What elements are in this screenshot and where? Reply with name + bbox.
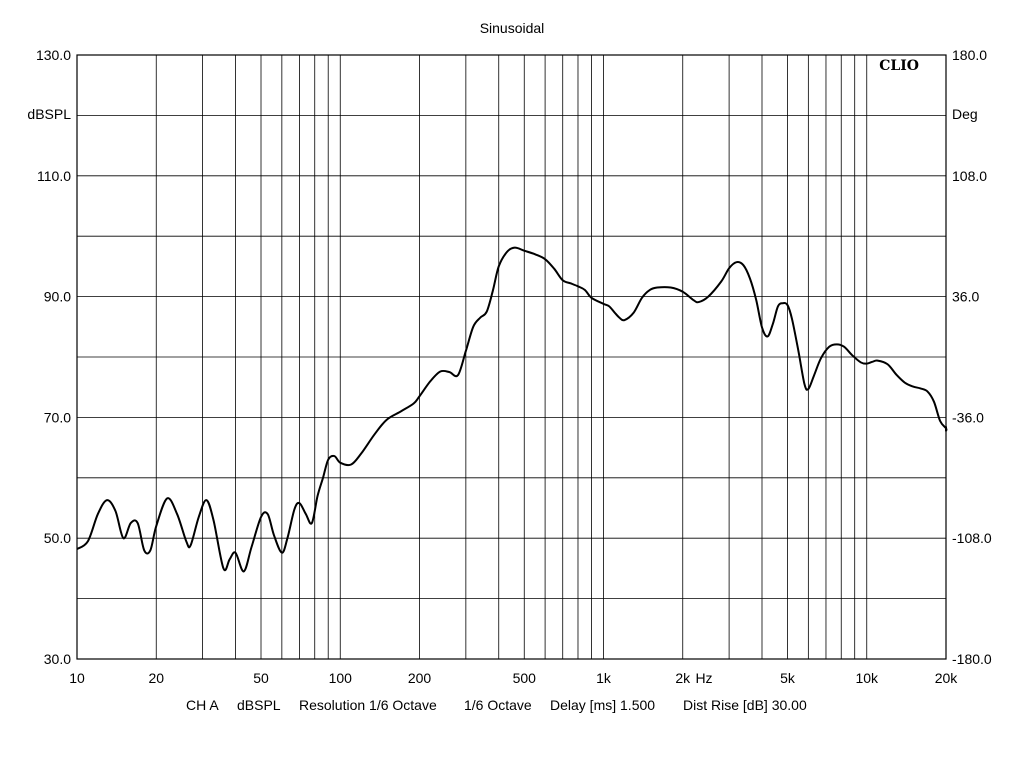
y-tick-label: 110.0 (37, 168, 71, 184)
x-tick-label: 50 (253, 670, 269, 686)
x-tick-label: 20 (148, 670, 164, 686)
y2-tick-label: -180.0 (952, 651, 992, 667)
x-tick-label: 500 (513, 670, 537, 686)
footer-unit: dBSPL (237, 697, 281, 713)
x-tick-label: 200 (408, 670, 432, 686)
tick-labels: 10 20 50 100 200 500 1k 2k 5k 10k 20k 130.0 110.0 90.… (36, 47, 992, 686)
footer-channel: CH A (186, 697, 219, 713)
y2-tick-label: -108.0 (952, 530, 992, 546)
clio-logo-text: CLIO (879, 58, 919, 74)
x-unit-label: Hz (695, 670, 712, 686)
series-line-0 (76, 246, 948, 573)
y-tick-label: 30.0 (44, 651, 71, 667)
y-axis-label: dBSPL (27, 106, 71, 122)
y-tick-label: 50.0 (44, 530, 71, 546)
x-tick-label: 100 (329, 670, 353, 686)
grid (77, 55, 946, 659)
footer-smoothing: 1/6 Octave (464, 697, 532, 713)
chart-title: Sinusoidal (480, 20, 545, 36)
x-tick-label: 10 (69, 670, 85, 686)
y-tick-label: 70.0 (44, 409, 71, 425)
y-tick-label: 90.0 (44, 289, 71, 305)
footer-info: CH A dBSPL Resolution 1/6 Octave 1/6 Oct… (186, 697, 807, 713)
footer-dist-rise: Dist Rise [dB] 30.00 (683, 697, 807, 713)
y2-axis-label: Deg (952, 106, 978, 122)
y2-tick-label: 36.0 (952, 289, 979, 305)
series-group (76, 246, 948, 573)
y2-tick-label: 180.0 (952, 47, 987, 63)
y-tick-label: 130.0 (36, 47, 71, 63)
x-tick-label: 10k (855, 670, 879, 686)
footer-resolution: Resolution 1/6 Octave (299, 697, 437, 713)
footer-delay: Delay [ms] 1.500 (550, 697, 655, 713)
plot-frame (76, 54, 947, 660)
y2-tick-label: -36.0 (952, 409, 984, 425)
x-tick-label: 20k (935, 670, 959, 686)
x-tick-label: 2k (675, 670, 691, 686)
x-tick-label: 1k (596, 670, 612, 686)
y2-tick-label: 108.0 (952, 168, 987, 184)
x-tick-label: 5k (780, 670, 796, 686)
